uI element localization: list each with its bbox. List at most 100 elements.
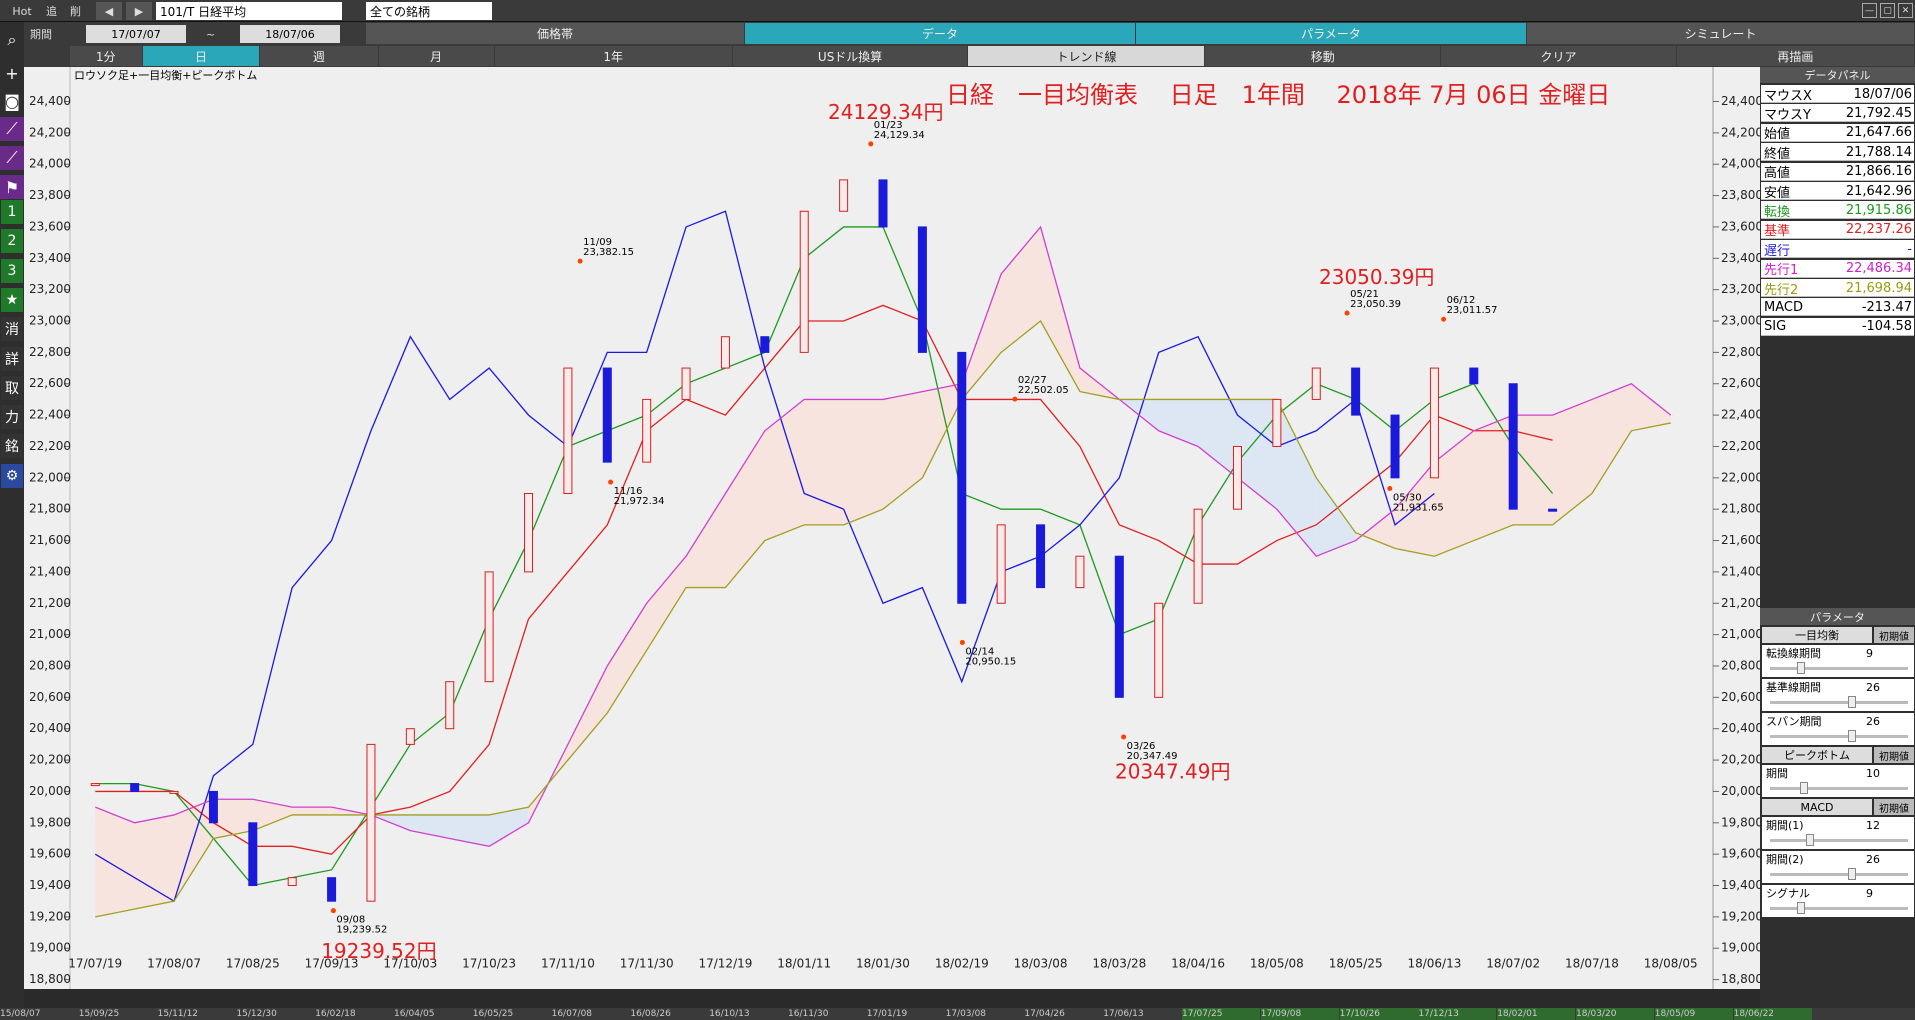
y-tick-label: 19,600: [1721, 847, 1763, 861]
candle: [366, 743, 376, 902]
data-label: 遅行: [1764, 243, 1791, 259]
tab[interactable]: 価格帯: [366, 23, 744, 44]
tool-icon[interactable]: 1: [1, 200, 23, 224]
timeline-date[interactable]: 18/06/22: [1733, 1008, 1812, 1020]
timeline-date[interactable]: 16/08/26: [630, 1009, 671, 1019]
cloud: [764, 399, 805, 541]
timeline-date[interactable]: 16/05/25: [472, 1009, 514, 1019]
tool-button[interactable]: 1年: [494, 46, 732, 66]
tool-button[interactable]: 日: [142, 46, 260, 66]
delete-button[interactable]: 削: [70, 5, 81, 18]
data-row: [1761, 162, 1914, 181]
data-label: 始値: [1764, 127, 1791, 142]
timeline-date[interactable]: 16/10/13: [709, 1009, 750, 1019]
window-button[interactable]: —: [1862, 3, 1877, 18]
cloud: [1355, 509, 1396, 549]
hot-button[interactable]: Hot: [12, 4, 32, 18]
from-date[interactable]: 17/07/07: [86, 25, 186, 43]
tool-button[interactable]: 月: [378, 46, 494, 66]
tab[interactable]: パラメータ: [1136, 23, 1526, 44]
slider-thumb[interactable]: [1800, 782, 1808, 794]
timeline-date[interactable]: 15/08/07: [0, 1009, 41, 1019]
tool-button[interactable]: トレンド線: [968, 46, 1205, 66]
x-tick-label: 18/01/30: [856, 957, 910, 971]
timeline-date[interactable]: 15/09/25: [78, 1009, 120, 1019]
timeline-date[interactable]: 18/05/09: [1654, 1008, 1733, 1020]
reset-button[interactable]: 初期値: [1874, 799, 1914, 815]
window-button[interactable]: ▢: [1880, 3, 1895, 18]
prev-button[interactable]: ◀: [96, 2, 122, 20]
slider-thumb[interactable]: [1797, 662, 1805, 674]
data-row: [1761, 317, 1914, 336]
tool-icon[interactable]: 消: [1, 317, 23, 342]
tool-button[interactable]: 移動: [1205, 46, 1441, 66]
y-tick-label: 20,600: [1721, 690, 1763, 704]
tool-icon[interactable]: 3: [1, 258, 23, 283]
tool-button[interactable]: USドル換算: [732, 46, 968, 66]
y-tick-label: 21,000: [29, 627, 71, 641]
universe-select[interactable]: 全ての銘柄: [366, 2, 492, 20]
y-tick-label: 20,800: [1721, 658, 1763, 672]
chart-subtitle: ロウソク足+一目均衡+ピークボトム: [74, 69, 257, 82]
symbol-select[interactable]: 101/T 日経平均: [156, 2, 342, 20]
panel-title: パラメータ: [1760, 608, 1915, 625]
slider-track: [1770, 667, 1908, 670]
tool-icon[interactable]: 詳: [1, 346, 23, 371]
tool-icon[interactable]: 2: [1, 229, 23, 254]
tool-button[interactable]: 1分: [69, 46, 142, 66]
candle: [563, 367, 573, 495]
timeline-date[interactable]: 17/06/13: [1103, 1009, 1144, 1019]
timeline-date[interactable]: 16/11/30: [788, 1009, 829, 1019]
tool-icon[interactable]: ⚑: [0, 175, 24, 199]
peak-date: 01/23: [874, 120, 903, 131]
data-label: 高値: [1764, 166, 1791, 181]
timeline-date[interactable]: 15/12/30: [236, 1009, 277, 1019]
data-value: 22,237.26: [1845, 222, 1912, 238]
tool-icon[interactable]: ⚙: [1, 464, 23, 488]
timeline-date[interactable]: 16/07/08: [551, 1009, 593, 1019]
timeline-date[interactable]: 15/11/12: [157, 1009, 199, 1019]
panel-title: データパネル: [1760, 67, 1915, 83]
timeline-date[interactable]: 17/10/26: [1339, 1008, 1418, 1020]
timeline-date[interactable]: 17/07/25: [1182, 1008, 1260, 1020]
timeline-date[interactable]: 16/04/05: [394, 1009, 435, 1019]
tool-icon[interactable]: ⟋: [0, 117, 24, 141]
tool-icon[interactable]: 取: [1, 375, 23, 400]
timeline-date[interactable]: 17/09/08: [1260, 1008, 1339, 1020]
tool-icon[interactable]: 力: [1, 405, 23, 430]
tool-icon[interactable]: ⌕: [7, 30, 17, 49]
candle: [1114, 555, 1124, 698]
cloud: [1198, 399, 1238, 478]
tool-button[interactable]: クリア: [1441, 46, 1676, 66]
slider-thumb[interactable]: [1848, 868, 1856, 880]
timeline-date[interactable]: 17/03/08: [945, 1009, 987, 1019]
candle: [208, 790, 218, 824]
to-date[interactable]: 18/07/06: [240, 25, 340, 43]
timeline-date[interactable]: 17/01/19: [866, 1009, 908, 1019]
slider-thumb[interactable]: [1797, 902, 1805, 914]
tool-icon[interactable]: +: [5, 63, 19, 83]
timeline-date[interactable]: 18/02/01: [1497, 1008, 1576, 1020]
reset-button[interactable]: 初期値: [1874, 747, 1914, 763]
timeline-date[interactable]: 18/03/20: [1576, 1008, 1654, 1020]
tool-button[interactable]: 週: [260, 46, 378, 66]
timeline-date[interactable]: 17/04/26: [1024, 1009, 1065, 1019]
tool-button[interactable]: 再描画: [1676, 46, 1914, 66]
tool-icon[interactable]: ⟋: [0, 146, 24, 170]
tool-icon[interactable]: ★: [1, 287, 23, 312]
candle: [169, 790, 179, 794]
add-button[interactable]: 追: [46, 5, 57, 18]
tool-icon[interactable]: ◙: [4, 91, 20, 111]
reset-button[interactable]: 初期値: [1874, 627, 1914, 643]
window-button[interactable]: ✕: [1898, 3, 1913, 18]
slider-thumb[interactable]: [1806, 834, 1814, 846]
tool-icon[interactable]: 銘: [1, 434, 23, 459]
slider-thumb[interactable]: [1848, 696, 1856, 708]
next-button[interactable]: ▶: [126, 2, 152, 20]
slider-thumb[interactable]: [1848, 730, 1856, 742]
tab[interactable]: データ: [745, 23, 1135, 44]
timeline-date[interactable]: 17/12/13: [1418, 1008, 1497, 1020]
timeline-date[interactable]: 16/02/18: [315, 1009, 356, 1019]
slider-track: [1770, 701, 1908, 704]
tab[interactable]: シミュレート: [1527, 23, 1914, 44]
